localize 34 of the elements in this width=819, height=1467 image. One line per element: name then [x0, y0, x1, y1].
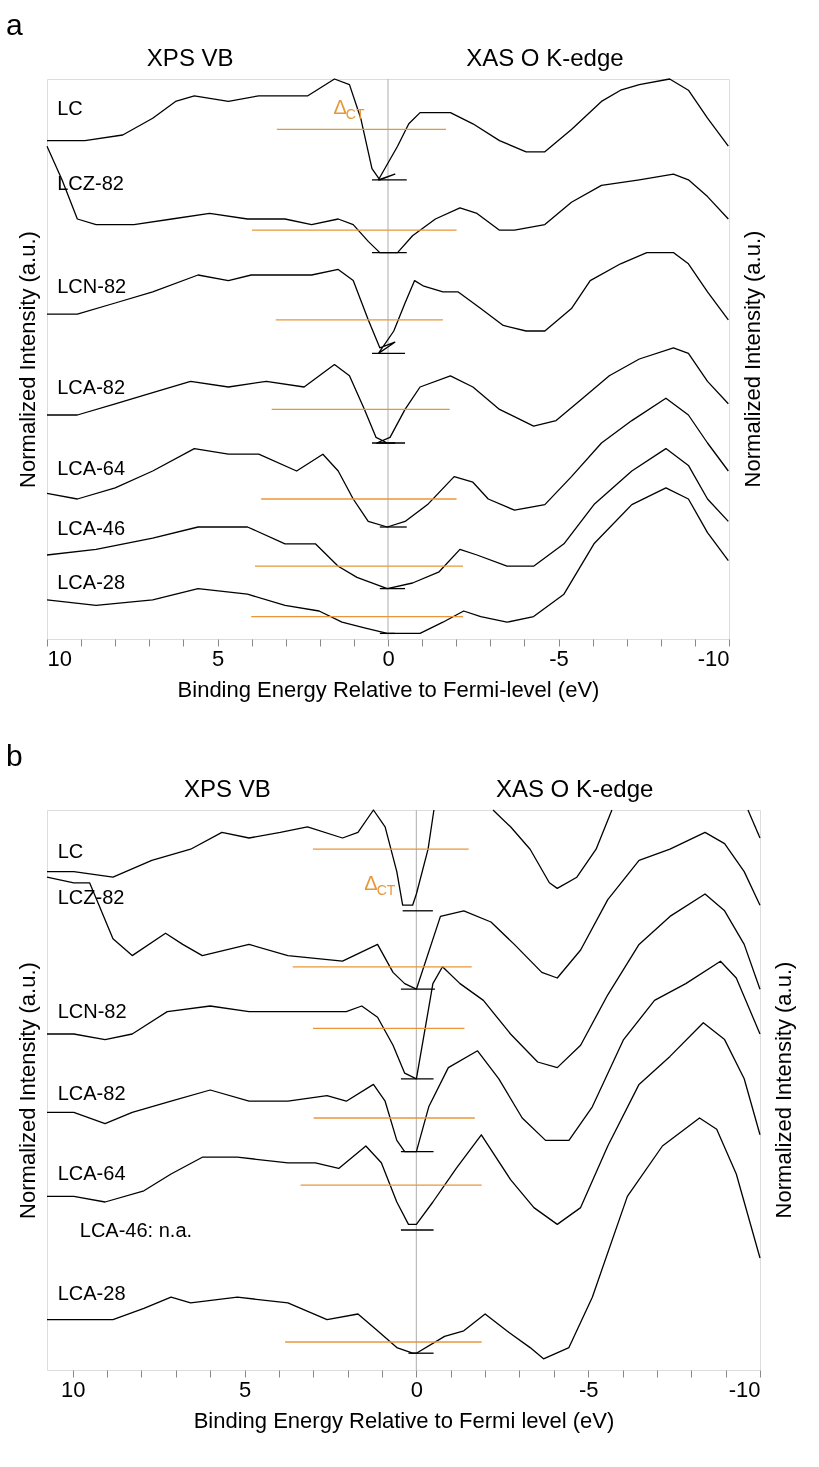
annotation: LCA-46: n.a. [79, 1219, 193, 1242]
x-tick-label: -10 [728, 1376, 761, 1402]
text: XAS O K-edge [466, 44, 624, 71]
series-label: LCN-82 [57, 275, 127, 298]
chart-title: a [6, 8, 23, 41]
x-tick-label: 5 [238, 1376, 252, 1402]
series-label: LCA-46 [57, 517, 126, 540]
x-tick-label: -5 [549, 645, 569, 671]
x-axis-title: Binding Energy Relative to Fermi level (eV) [193, 1407, 615, 1433]
series-label: LCA-28 [57, 1282, 126, 1305]
x-tick-label: -10 [697, 645, 730, 671]
series-label: LCA-28 [57, 571, 126, 594]
text: XAS O K-edge [495, 775, 654, 802]
series-label: LCA-82 [57, 1082, 126, 1104]
text: XPS VB [146, 44, 234, 71]
x-tick-label: 5 [211, 645, 225, 671]
y-axis-title: Normalized Intensity (a.u.) [14, 962, 40, 1219]
series-label: LC [57, 96, 83, 119]
text: XPS VB [184, 775, 271, 802]
x-tick-label: 10 [61, 1376, 86, 1402]
series-label: LCA-82 [57, 376, 126, 399]
x-tick-label: 0 [410, 1376, 424, 1402]
y-axis-title: Normalized Intensity (a.u.) [14, 231, 40, 488]
x-tick-label: 0 [382, 645, 395, 671]
x-axis-title: Binding Energy Relative to Fermi-level (eV) [177, 676, 600, 702]
series-label: LCA-64 [57, 457, 126, 480]
series-label: LCN-82 [57, 1000, 127, 1023]
chart-title: b [6, 739, 23, 772]
y2-axis-title: Normalized Intensity (a.u.) [771, 961, 796, 1219]
x-tick-label: -5 [578, 1376, 599, 1402]
y2-axis-title: Normalized Intensity (a.u.) [740, 230, 765, 488]
series-label: LCA-64 [57, 1161, 126, 1184]
series-label: LC [57, 839, 84, 862]
x-tick-label: 10 [47, 645, 72, 671]
